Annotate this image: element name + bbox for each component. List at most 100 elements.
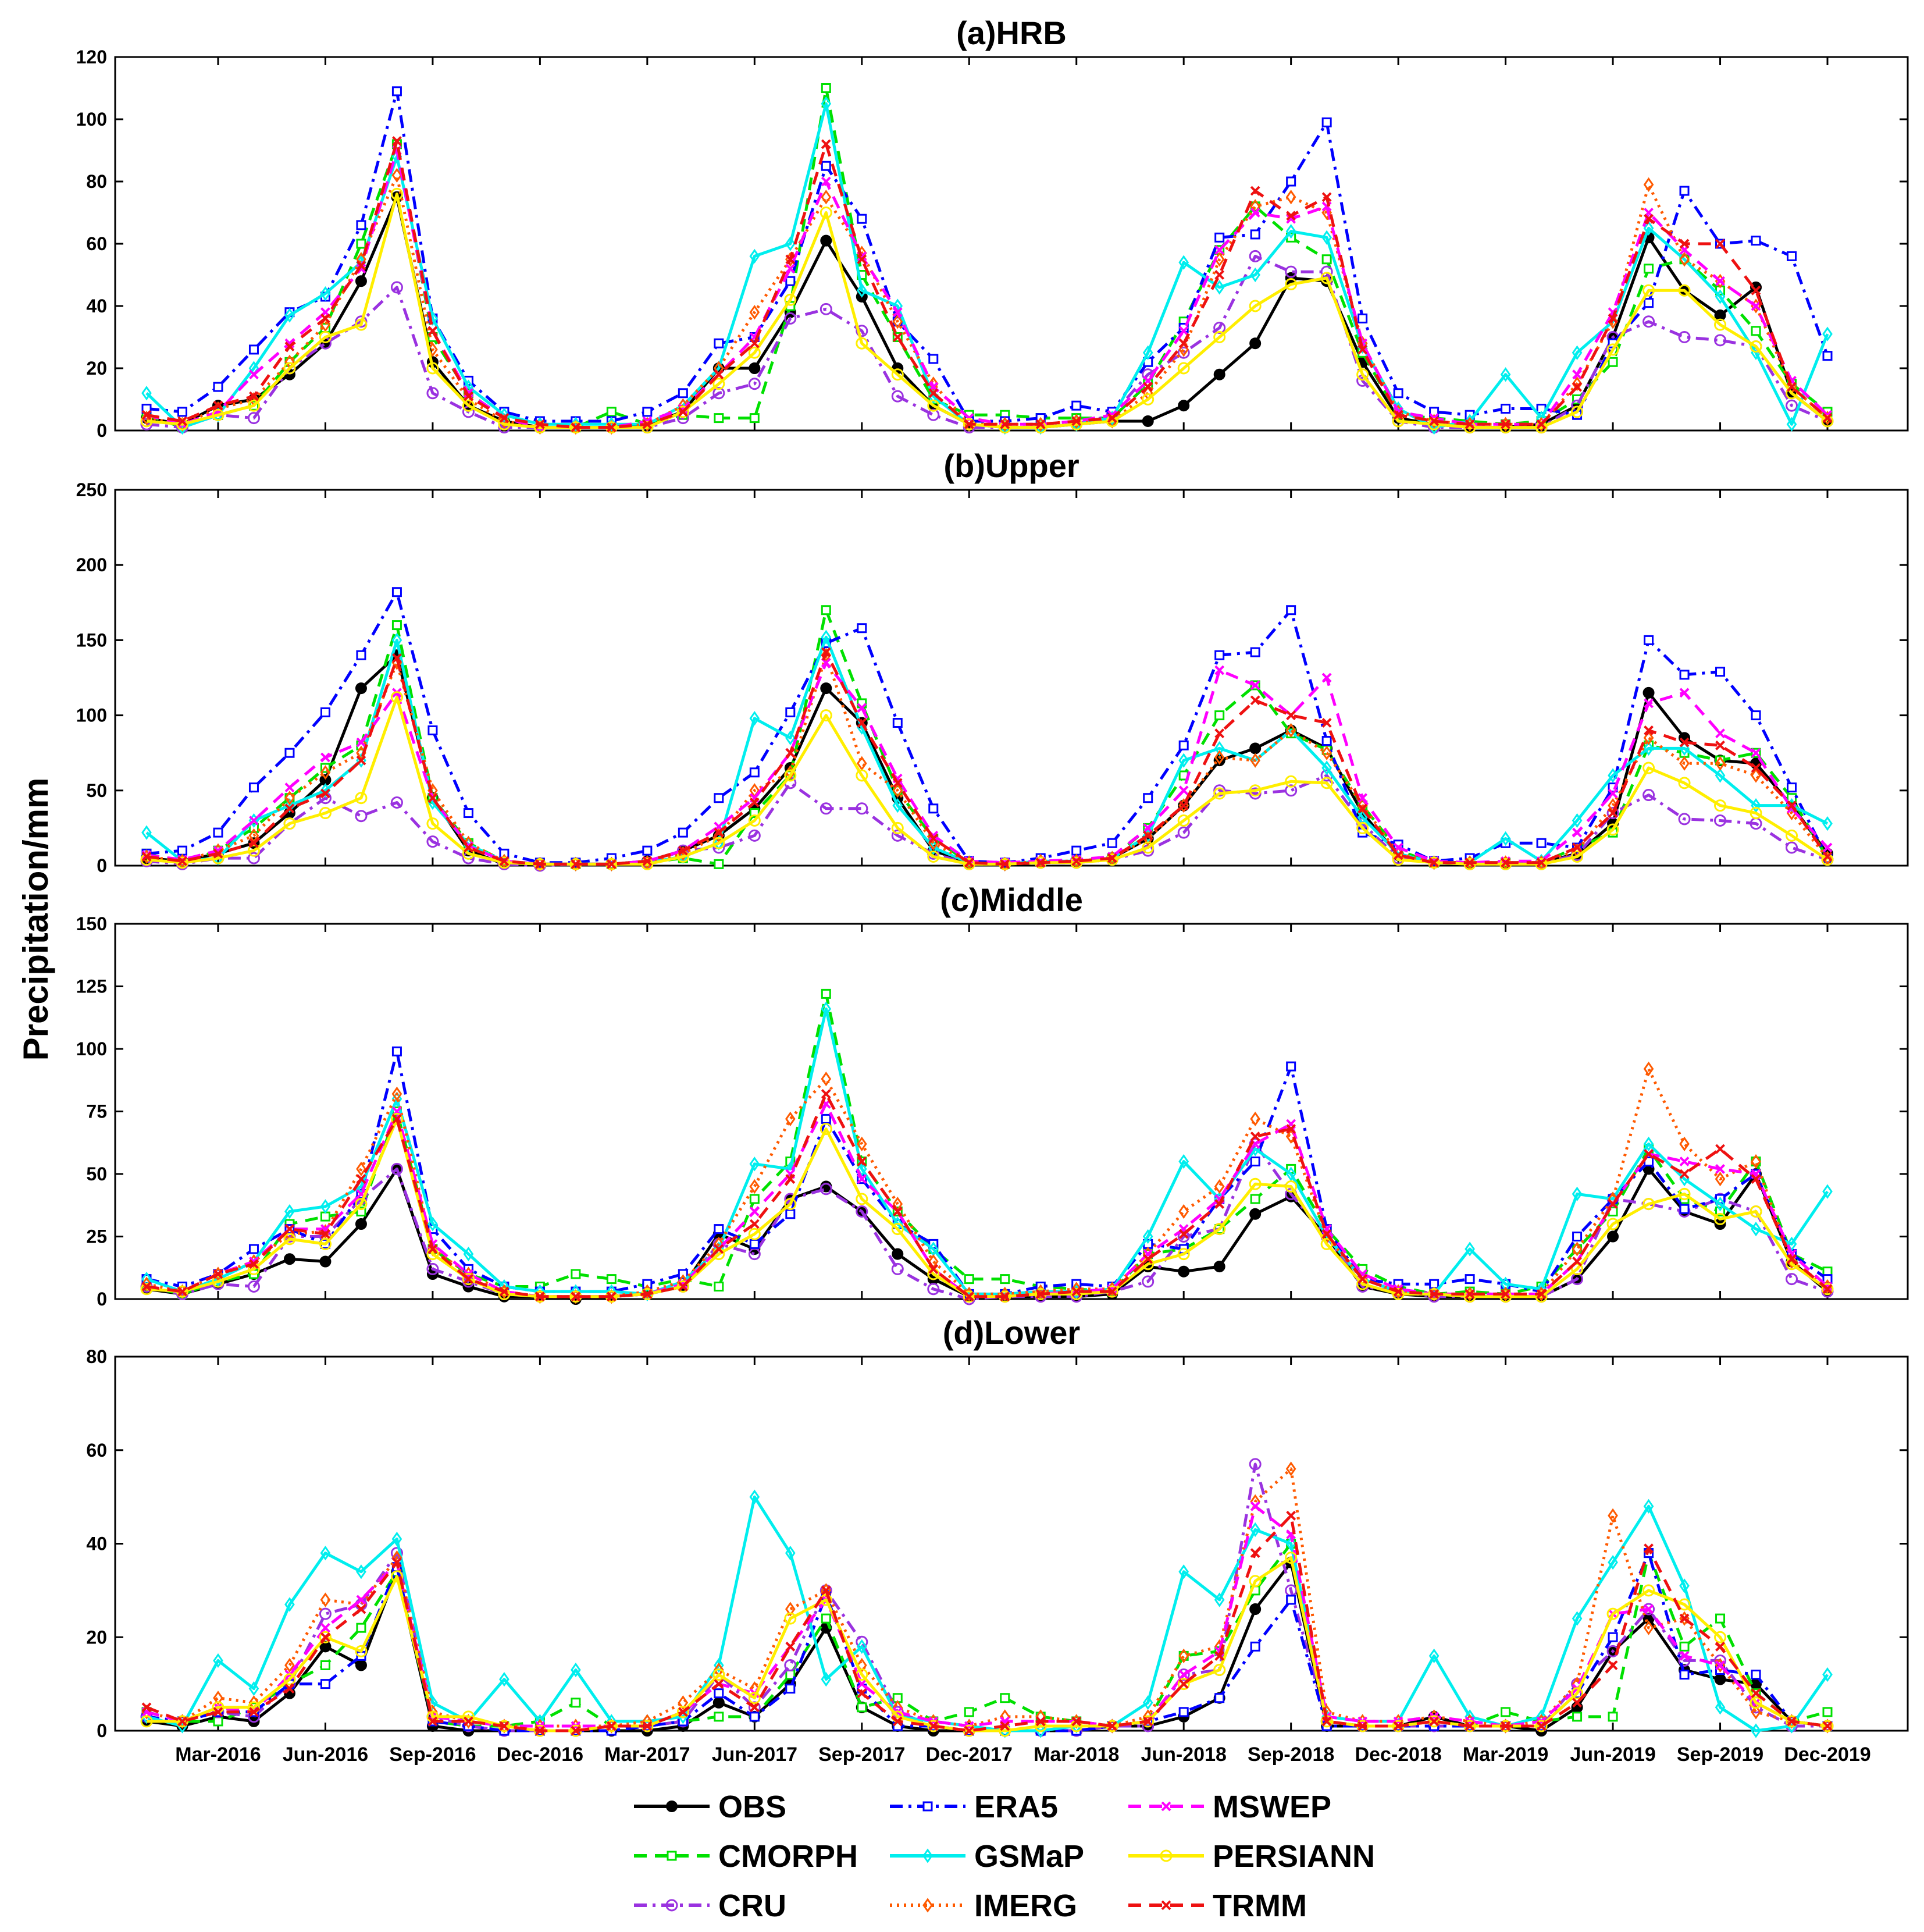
point-gsmap xyxy=(1679,1578,1690,1593)
point-imerg xyxy=(821,1071,832,1087)
point-gsmap xyxy=(856,283,867,298)
point-mswep xyxy=(284,782,295,793)
point-cru xyxy=(1142,1275,1155,1288)
point-trmm xyxy=(571,422,581,433)
point-persiann xyxy=(498,1287,511,1300)
point-gsmap xyxy=(1142,345,1153,360)
point-mswep xyxy=(320,1623,330,1633)
point-gsmap xyxy=(1321,760,1332,775)
point-trmm xyxy=(177,856,187,866)
point-trmm xyxy=(571,1725,581,1736)
point-persiann xyxy=(856,1193,868,1205)
point-trmm xyxy=(1358,1274,1368,1285)
point-trmm xyxy=(499,413,509,424)
point-trmm xyxy=(213,1707,223,1717)
panel-title: (c)Middle xyxy=(940,881,1083,918)
plot-area xyxy=(114,1355,1909,1732)
point-gsmap xyxy=(749,1157,760,1172)
y-tick-label: 60 xyxy=(86,233,107,254)
point-persiann xyxy=(247,399,260,412)
point-persiann xyxy=(140,1715,153,1728)
point-imerg xyxy=(1321,745,1332,760)
point-era5 xyxy=(248,1244,259,1254)
point-trmm xyxy=(1250,695,1260,706)
y-tick-label: 150 xyxy=(76,913,107,934)
point-trmm xyxy=(177,1286,187,1297)
point-imerg xyxy=(1751,768,1761,783)
point-mswep xyxy=(785,264,796,274)
point-trmm xyxy=(1536,1289,1547,1299)
point-era5 xyxy=(714,793,724,803)
point-persiann xyxy=(784,293,797,306)
series-line-mswep xyxy=(146,661,1829,866)
point-persiann xyxy=(1320,1237,1333,1250)
point-gsmap xyxy=(821,1001,832,1016)
point-cmorph xyxy=(1321,254,1332,265)
point-imerg xyxy=(678,1695,689,1710)
point-era5 xyxy=(928,354,939,364)
point-gsmap xyxy=(320,286,331,301)
point-trmm xyxy=(928,388,939,399)
point-persiann xyxy=(1177,1248,1190,1261)
legend-marker xyxy=(665,1899,678,1912)
point-trmm xyxy=(499,1286,509,1297)
series-line-gsmap xyxy=(146,1495,1829,1732)
point-trmm xyxy=(821,139,831,150)
point-persiann xyxy=(1571,405,1584,418)
point-cru xyxy=(820,303,832,315)
point-trmm xyxy=(1608,313,1618,323)
point-era5 xyxy=(892,718,903,728)
point-persiann xyxy=(1249,784,1262,797)
point-persiann xyxy=(891,1223,904,1236)
point-gsmap xyxy=(821,629,832,645)
point-obs xyxy=(892,1248,904,1260)
point-era5 xyxy=(1501,404,1511,414)
point-gsmap xyxy=(1822,326,1833,341)
point-era5 xyxy=(1250,1157,1260,1166)
point-era5 xyxy=(177,407,187,417)
point-cmorph xyxy=(248,823,259,833)
point-persiann xyxy=(319,1237,332,1250)
point-trmm xyxy=(1715,740,1725,750)
point-trmm xyxy=(1071,856,1082,866)
point-era5 xyxy=(391,1046,402,1056)
point-persiann xyxy=(1499,421,1512,434)
point-persiann xyxy=(176,856,188,869)
point-imerg xyxy=(1285,723,1296,738)
point-trmm xyxy=(141,410,152,420)
point-trmm xyxy=(964,858,974,868)
point-era5 xyxy=(248,344,259,355)
point-trmm xyxy=(499,856,509,866)
point-imerg xyxy=(1178,1648,1189,1664)
point-imerg xyxy=(1679,1136,1690,1152)
point-cru xyxy=(1642,315,1655,328)
y-tick-label: 150 xyxy=(76,629,107,650)
point-trmm xyxy=(857,1157,867,1166)
point-era5 xyxy=(1214,1693,1225,1703)
legend-marker xyxy=(667,1851,677,1861)
y-tick-label: 100 xyxy=(76,109,107,130)
point-gsmap xyxy=(427,1216,438,1232)
point-cmorph xyxy=(1679,1641,1690,1652)
point-trmm xyxy=(857,1688,867,1699)
point-persiann xyxy=(176,418,188,430)
point-gsmap xyxy=(248,1681,259,1696)
point-trmm xyxy=(1501,1721,1511,1731)
point-trmm xyxy=(427,326,438,336)
point-persiann xyxy=(1678,777,1691,789)
point-trmm xyxy=(1000,1291,1010,1302)
point-trmm xyxy=(749,1219,760,1229)
point-trmm xyxy=(1429,858,1440,868)
point-mswep xyxy=(1679,688,1690,698)
point-persiann xyxy=(1571,1687,1584,1700)
point-mswep xyxy=(1822,842,1833,853)
point-trmm xyxy=(1286,211,1296,221)
point-persiann xyxy=(1106,415,1118,428)
point-trmm xyxy=(1787,382,1797,392)
y-tick-label: 20 xyxy=(86,1627,107,1648)
point-persiann xyxy=(1213,787,1226,800)
point-era5 xyxy=(678,1269,688,1279)
point-cru xyxy=(247,852,260,864)
point-era5 xyxy=(857,623,867,634)
x-tick-label: Mar-2017 xyxy=(604,1744,690,1766)
